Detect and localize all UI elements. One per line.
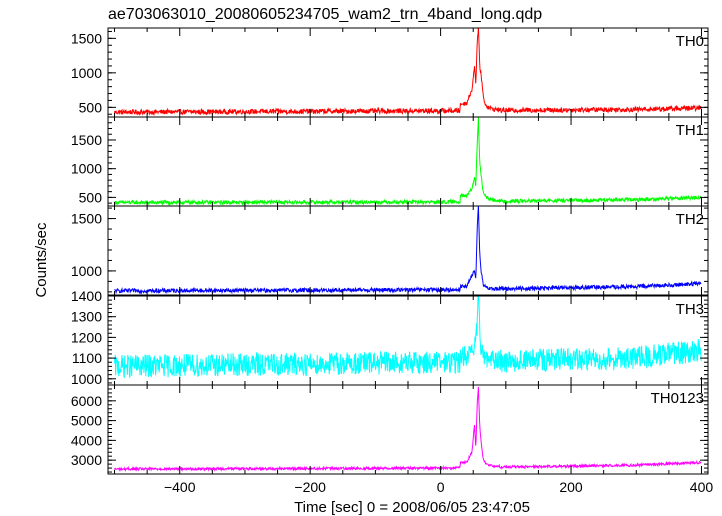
panel-frame <box>107 27 709 118</box>
series-line-th2 <box>114 206 702 295</box>
y-tick-label: 500 <box>79 189 103 205</box>
y-tick-label: 1000 <box>71 371 102 387</box>
y-tick-label: 1500 <box>71 30 102 46</box>
y-tick-label: 1100 <box>72 350 102 366</box>
series-line-th0123 <box>114 386 702 472</box>
y-tick-label: 1500 <box>71 132 102 148</box>
series-label-th0123: TH0123 <box>651 390 704 407</box>
panel-th3: 1000 1100 1200 1300 1400 TH3 <box>71 288 709 387</box>
panel-frame <box>107 384 709 475</box>
series-label-th1: TH1 <box>676 122 704 139</box>
y-tick-label: 1300 <box>71 309 102 325</box>
panel-th1: 500 1000 1500 TH1 <box>71 116 709 207</box>
panel-th0: 500 1000 1500 TH0 <box>71 27 709 118</box>
y-axis-label: Counts/sec <box>33 222 50 298</box>
y-tick-label: 1400 <box>71 288 102 304</box>
series-label-th0: TH0 <box>676 33 704 50</box>
series-line-th1 <box>114 117 702 206</box>
series-line-th0 <box>114 28 702 117</box>
y-tick-label: 3000 <box>71 452 102 468</box>
y-tick-label: 1500 <box>71 211 102 227</box>
series-label-th3: TH3 <box>676 301 704 318</box>
x-tick-label: −400 <box>164 479 196 495</box>
x-tick-label: 0 <box>437 479 445 495</box>
panel-th2: 1000 1500 TH2 <box>71 205 709 296</box>
panel-frame <box>107 116 709 207</box>
panel-th0123: 3000 4000 5000 6000 TH0123 <box>71 384 709 475</box>
x-axis-label: Time [sec] 0 = 2008/06/05 23:47:05 <box>294 499 530 516</box>
y-tick-label: 4000 <box>71 432 102 448</box>
y-tick-label: 1000 <box>71 65 102 81</box>
y-tick-label: 500 <box>79 99 103 115</box>
x-tick-label: 400 <box>690 479 714 495</box>
chart-title: ae703063010_20080605234705_wam2_trn_4ban… <box>108 6 542 23</box>
x-tick-label: −200 <box>294 479 326 495</box>
x-tick-label: 200 <box>559 479 583 495</box>
series-line-th3 <box>114 296 702 379</box>
y-tick-label: 1000 <box>71 161 102 177</box>
y-tick-label: 1000 <box>71 263 102 279</box>
y-tick-label: 1200 <box>71 329 102 345</box>
y-tick-label: 5000 <box>71 413 102 429</box>
series-label-th2: TH2 <box>676 211 704 228</box>
panel-frame <box>107 205 709 296</box>
y-tick-label: 6000 <box>71 393 102 409</box>
